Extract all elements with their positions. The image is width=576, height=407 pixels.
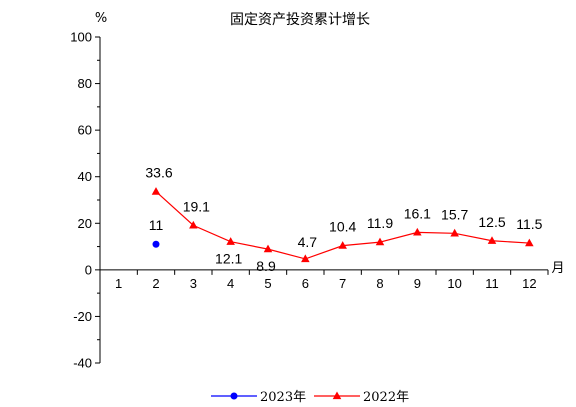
data-label: 11 — [149, 217, 164, 233]
data-point — [301, 254, 310, 263]
axes — [99, 37, 548, 363]
data-point — [525, 238, 534, 247]
legend-marker — [332, 391, 342, 400]
data-label: 12.1 — [215, 251, 242, 267]
data-label: 8.9 — [256, 258, 276, 274]
data-point — [151, 187, 161, 195]
x-tick-label: 11 — [485, 276, 499, 291]
series-2023年: 11 — [149, 217, 164, 248]
x-tick-label: 10 — [447, 276, 461, 291]
data-point — [375, 237, 385, 246]
x-tick-label: 9 — [414, 276, 421, 291]
y-tick-label: -20 — [73, 309, 92, 324]
data-point — [413, 227, 422, 236]
y-tick-label: 100 — [70, 30, 92, 45]
series-2022年: 33.619.112.1 8.94.710.4 11.916.1 15.7 12.5 11… — [145, 165, 542, 275]
data-point — [450, 228, 459, 237]
legend-marker — [230, 392, 238, 400]
data-label: 16.1 — [404, 205, 431, 221]
data-point — [152, 240, 160, 248]
x-tick-label: 7 — [339, 276, 346, 291]
x-tick-label: 4 — [227, 276, 234, 291]
y-tick-label: 0 — [85, 262, 92, 277]
x-tick-label: 12 — [522, 276, 536, 291]
data-point — [189, 220, 198, 229]
data-point — [263, 244, 273, 253]
x-tick-label: 1 — [115, 276, 122, 291]
data-label: 19.1 — [183, 198, 210, 214]
x-tick-label: 6 — [302, 276, 309, 291]
x-tick-label: 3 — [190, 276, 197, 291]
data-label: 4.7 — [298, 234, 318, 250]
x-tick-label: 2 — [152, 276, 159, 291]
data-label: 11.5 — [516, 216, 542, 232]
data-label: 10.4 — [329, 219, 356, 235]
data-point — [338, 241, 347, 249]
data-label: 33.6 — [145, 165, 172, 181]
data-label: 15.7 — [441, 206, 468, 222]
x-axis-unit-label: 月 — [551, 261, 564, 276]
series-layer: 11 33.6 19.1 12.1 8.9 4.7 10.4 11.9 16.1 15.7 12.5… — [145, 165, 542, 275]
data-label: 12.5 — [478, 214, 505, 230]
legend-label: 2023年 — [260, 390, 306, 405]
legend-label: 2022年 — [363, 390, 409, 405]
y-tick-label: -40 — [73, 356, 92, 371]
legend-item: 2023年 — [211, 390, 306, 405]
y-tick-label: 80 — [78, 76, 92, 91]
data-label: 11.9 — [367, 215, 393, 231]
x-tick-label: 8 — [376, 276, 383, 291]
data-point — [487, 236, 497, 244]
data-point — [226, 237, 235, 245]
legend: 2023年 2022年 — [211, 390, 409, 405]
y-tick-label: 40 — [78, 169, 92, 184]
x-tick-label: 5 — [264, 276, 271, 291]
y-tick-label: 60 — [78, 123, 92, 138]
chart-title: 固定资产投资累计增长 — [230, 12, 370, 28]
y-axis-unit-label: % — [95, 11, 107, 26]
y-tick-label: 20 — [78, 216, 92, 231]
legend-item: 2022年 — [314, 390, 409, 405]
